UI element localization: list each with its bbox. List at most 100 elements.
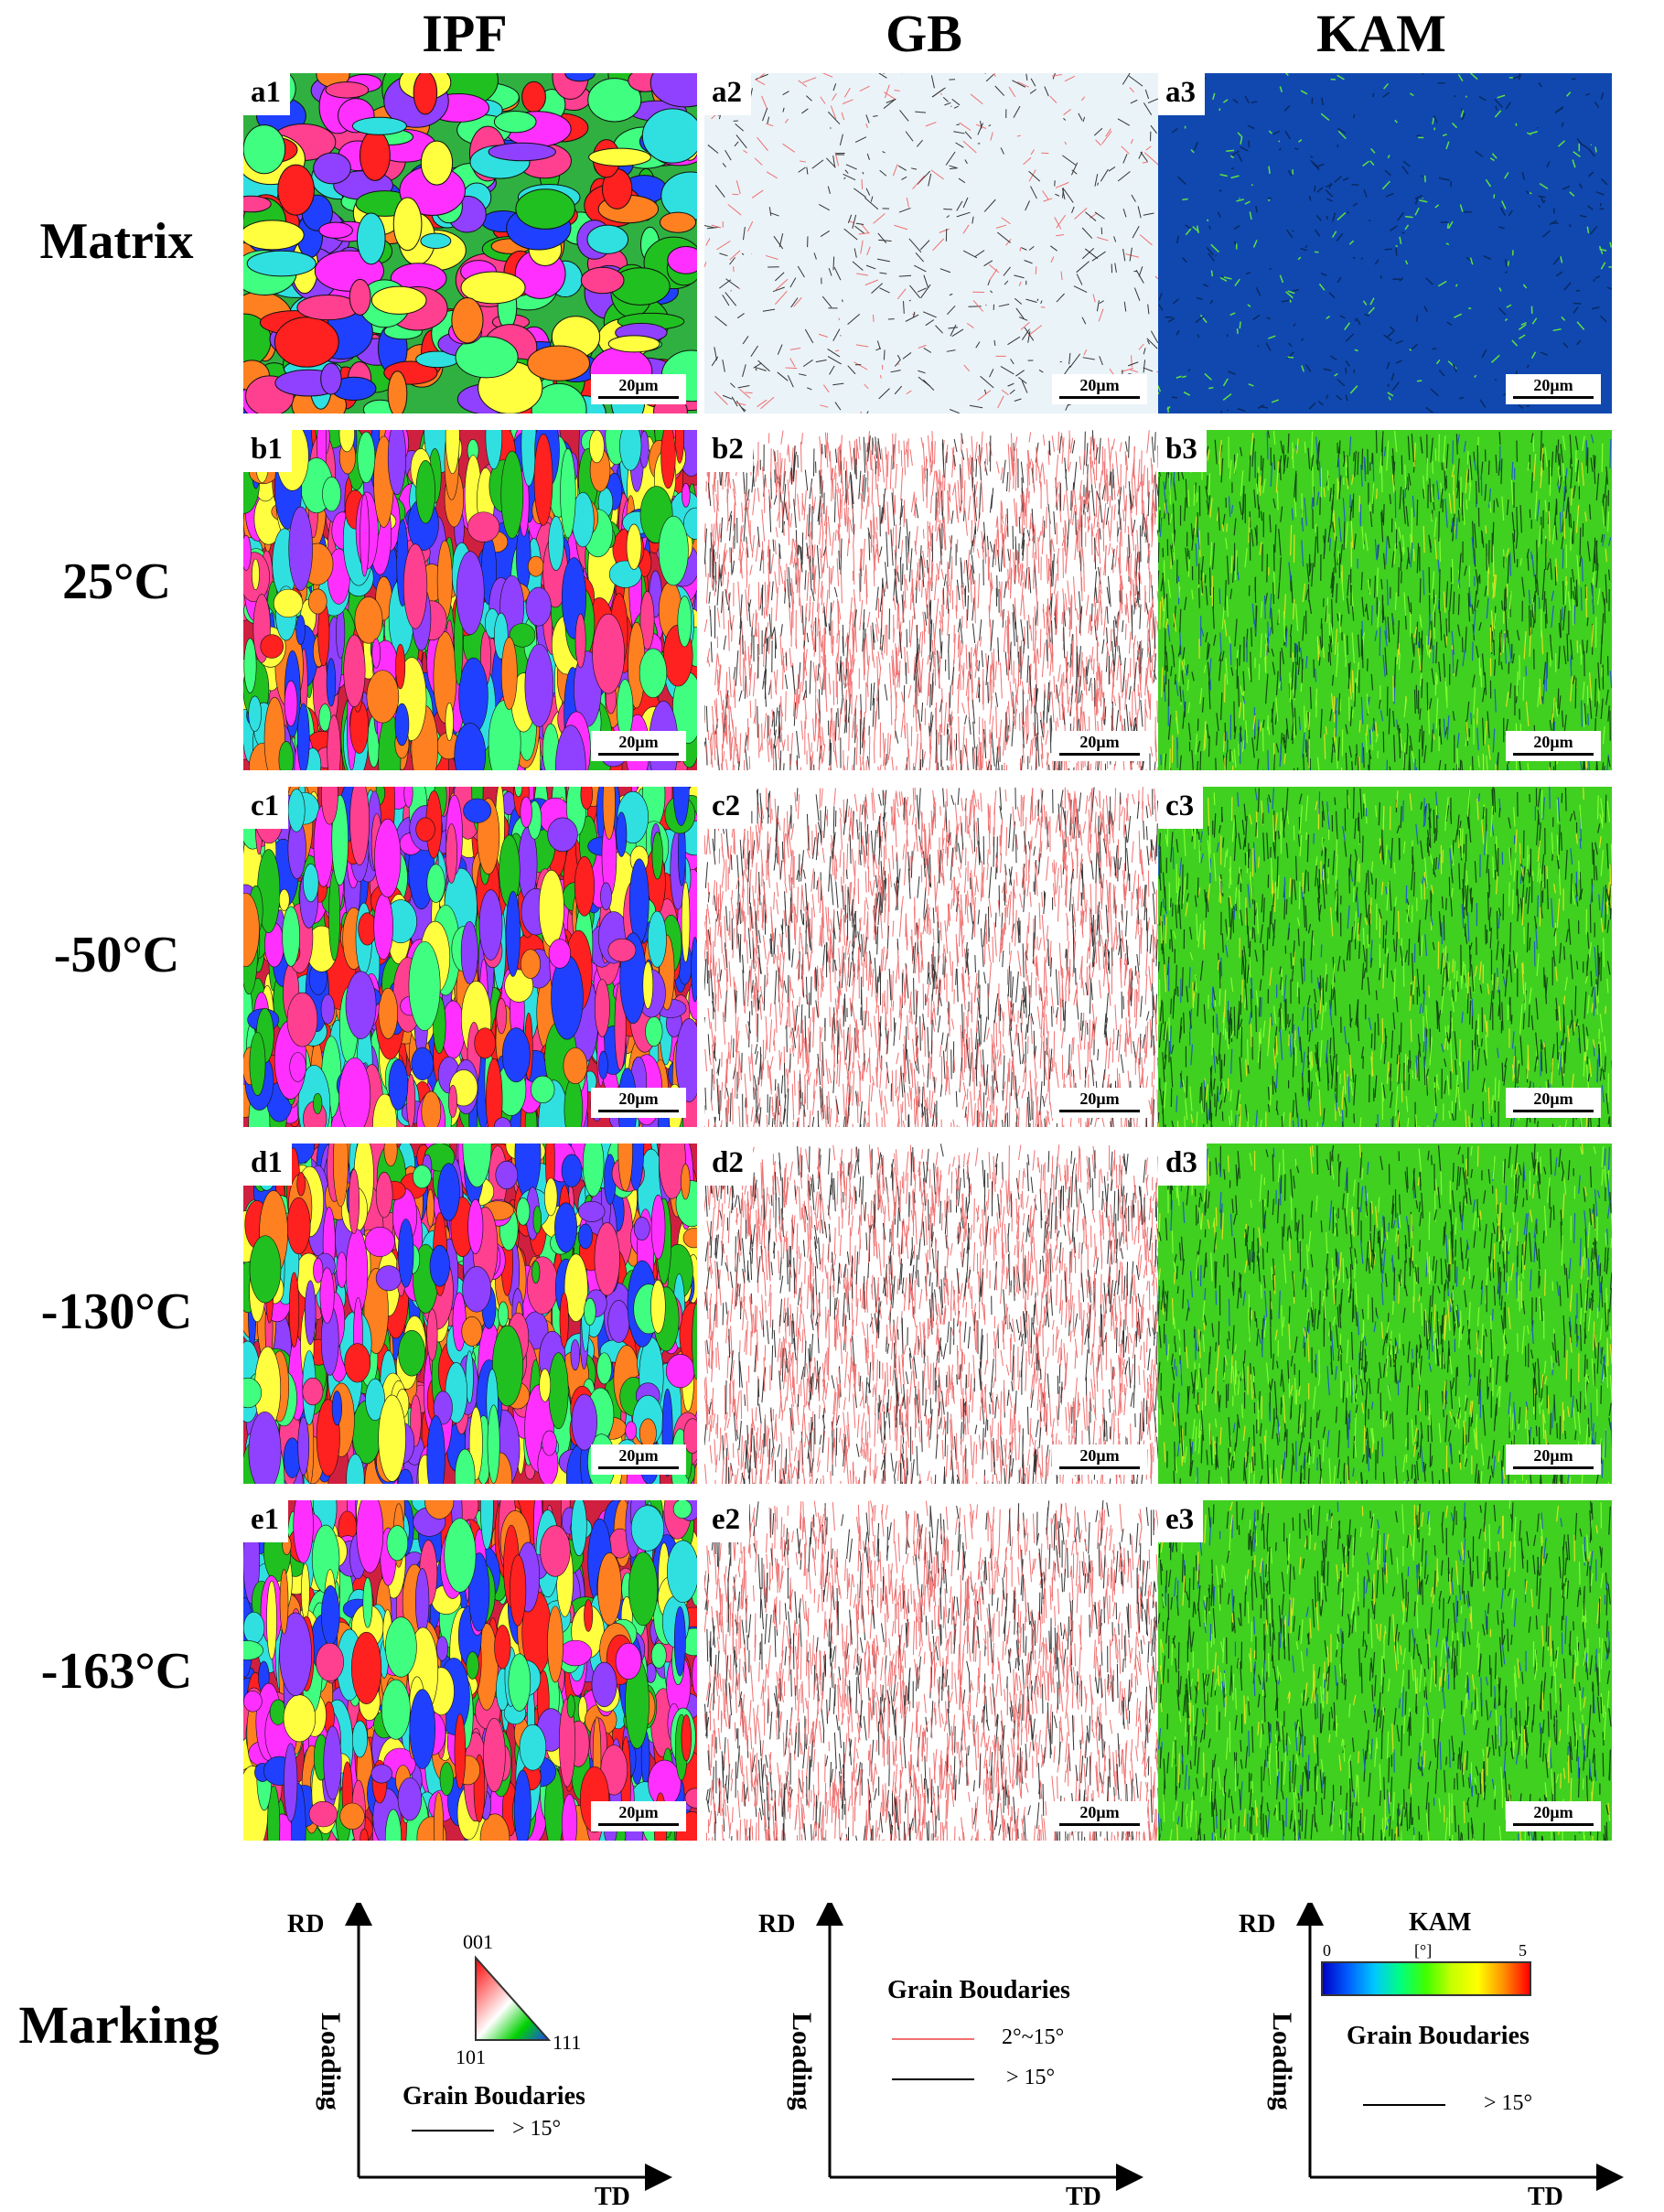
micrograph-a2 xyxy=(704,73,1158,413)
micrograph-b3 xyxy=(1158,430,1612,770)
micrograph-e3 xyxy=(1158,1500,1612,1841)
scale-bar-label: 20μm xyxy=(618,1090,659,1108)
ipf-label-111: 111 xyxy=(553,2031,582,2054)
kam-scale-title: KAM xyxy=(1409,1908,1472,1937)
panel-d1: d1 20μm xyxy=(243,1144,697,1484)
kam-color-scale xyxy=(1321,1961,1531,1996)
scale-bar: 20μm xyxy=(1052,1444,1147,1475)
scale-bar: 20μm xyxy=(1052,1801,1147,1831)
scale-bar-line xyxy=(1513,753,1594,756)
gb-high-line xyxy=(892,2078,974,2080)
scale-bar-label: 20μm xyxy=(1533,1446,1573,1465)
panel-b1: b1 20μm xyxy=(243,430,697,770)
scale-bar-line xyxy=(1059,753,1140,756)
gb-axis-loading: Loading xyxy=(787,2013,817,2110)
scale-bar: 20μm xyxy=(1052,374,1147,404)
scale-bar-label: 20μm xyxy=(618,376,659,394)
panel-label: a1 xyxy=(243,73,290,115)
row-label-minus163c: -163°C xyxy=(40,1643,193,1700)
micrograph-c3 xyxy=(1158,787,1612,1127)
scale-bar-label: 20μm xyxy=(1533,733,1573,751)
kam-legend-axes xyxy=(1296,1903,1624,2191)
gb-title: Grain Boudaries xyxy=(887,1976,1070,2004)
panel-label: c1 xyxy=(243,787,289,829)
panel-label: d2 xyxy=(704,1144,753,1186)
kam-scale-max: 5 xyxy=(1519,1941,1527,1960)
panel-label: c2 xyxy=(704,787,750,829)
scale-bar-line xyxy=(1513,1466,1594,1469)
scale-bar-label: 20μm xyxy=(1079,733,1120,751)
panel-a2: a2 20μm xyxy=(704,73,1158,413)
panel-a1: a1 20μm xyxy=(243,73,697,413)
panel-b3: b3 20μm xyxy=(1158,430,1612,770)
scale-bar-label: 20μm xyxy=(1079,1803,1120,1821)
panel-label: d3 xyxy=(1158,1144,1207,1186)
panel-label: e3 xyxy=(1158,1500,1204,1542)
kam-gb-high-line xyxy=(1363,2104,1445,2106)
scale-bar-line xyxy=(1059,1823,1140,1826)
kam-axis-td: TD xyxy=(1528,2183,1563,2211)
scale-bar-line xyxy=(1513,1110,1594,1112)
scale-bar-label: 20μm xyxy=(1533,1090,1573,1108)
micrograph-a1 xyxy=(243,73,697,413)
scale-bar: 20μm xyxy=(591,1088,686,1118)
ipf-axis-td: TD xyxy=(595,2183,630,2211)
scale-bar: 20μm xyxy=(591,1801,686,1831)
panel-label: a3 xyxy=(1158,73,1205,115)
kam-axis-loading: Loading xyxy=(1267,2013,1297,2110)
micrograph-d1 xyxy=(243,1144,697,1484)
scale-bar-line xyxy=(598,396,679,399)
scale-bar: 20μm xyxy=(1506,1801,1601,1831)
scale-bar-line xyxy=(1059,1110,1140,1112)
ipf-gb-title: Grain Boudaries xyxy=(403,2082,585,2110)
scale-bar: 20μm xyxy=(591,1444,686,1475)
scale-bar-label: 20μm xyxy=(1533,376,1573,394)
panel-label: b2 xyxy=(704,430,753,472)
ipf-triangle xyxy=(475,1955,552,2041)
panel-label: b1 xyxy=(243,430,292,472)
panel-a3: a3 20μm xyxy=(1158,73,1612,413)
micrograph-e2 xyxy=(704,1500,1158,1841)
gb-axis-td: TD xyxy=(1066,2183,1101,2211)
micrograph-c2 xyxy=(704,787,1158,1127)
micrograph-c1 xyxy=(243,787,697,1127)
gb-high-label: > 15° xyxy=(1006,2066,1056,2089)
ipf-legend: RD TD Loading 001 101 111 Grain Boudarie… xyxy=(287,1903,677,2211)
scale-bar-label: 20μm xyxy=(618,1803,659,1821)
scale-bar-label: 20μm xyxy=(1533,1803,1573,1821)
panel-b2: b2 20μm xyxy=(704,430,1158,770)
row-label-minus50c: -50°C xyxy=(53,927,180,983)
scale-bar: 20μm xyxy=(1052,1088,1147,1118)
ipf-legend-axes xyxy=(345,1903,672,2191)
row-label-matrix: Matrix xyxy=(39,213,194,270)
panel-c3: c3 20μm xyxy=(1158,787,1612,1127)
panel-c2: c2 20μm xyxy=(704,787,1158,1127)
micrograph-b1 xyxy=(243,430,697,770)
panel-label: e2 xyxy=(704,1500,750,1542)
scale-bar: 20μm xyxy=(591,374,686,404)
panel-d3: d3 20μm xyxy=(1158,1144,1612,1484)
kam-gb-high-label: > 15° xyxy=(1484,2091,1533,2115)
ipf-axis-loading: Loading xyxy=(316,2013,346,2110)
panel-e1: e1 20μm xyxy=(243,1500,697,1841)
ipf-gb-high-line xyxy=(412,2130,494,2131)
gb-low-label: 2°~15° xyxy=(1002,2025,1065,2049)
scale-bar-label: 20μm xyxy=(1079,376,1120,394)
kam-axis-rd: RD xyxy=(1239,1910,1276,1938)
gb-axis-rd: RD xyxy=(758,1910,796,1938)
panel-label: d1 xyxy=(243,1144,292,1186)
micrograph-a3 xyxy=(1158,73,1612,413)
panel-label: c3 xyxy=(1158,787,1204,829)
panel-label: a2 xyxy=(704,73,751,115)
gb-legend: RD TD Loading Grain Boudaries 2°~15° > 1… xyxy=(758,1903,1148,2211)
scale-bar-line xyxy=(598,1110,679,1112)
micrograph-d2 xyxy=(704,1144,1158,1484)
scale-bar: 20μm xyxy=(591,731,686,761)
scale-bar-line xyxy=(598,753,679,756)
ipf-axis-rd: RD xyxy=(287,1910,325,1938)
micrograph-b2 xyxy=(704,430,1158,770)
kam-scale-min: 0 xyxy=(1323,1941,1331,1960)
scale-bar-line xyxy=(1059,396,1140,399)
micrograph-e1 xyxy=(243,1500,697,1841)
panel-e3: e3 20μm xyxy=(1158,1500,1612,1841)
